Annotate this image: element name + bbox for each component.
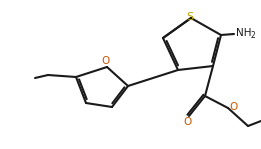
Text: O: O <box>229 102 237 112</box>
Text: O: O <box>184 117 192 127</box>
Text: NH: NH <box>236 28 252 38</box>
Text: O: O <box>102 56 110 66</box>
Text: S: S <box>186 12 194 22</box>
Text: 2: 2 <box>251 31 255 39</box>
